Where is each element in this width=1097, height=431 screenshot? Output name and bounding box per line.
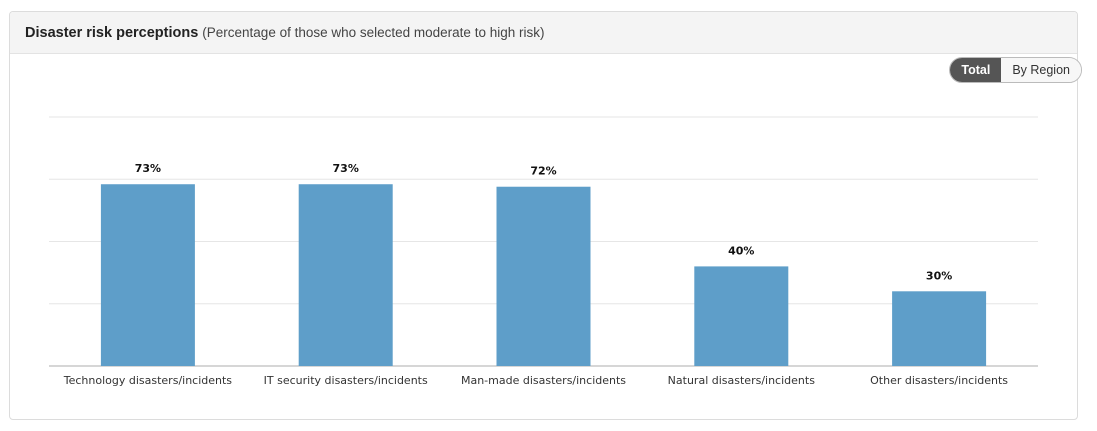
bar: [694, 266, 789, 366]
data-label: 30%: [926, 269, 952, 282]
bar: [496, 186, 591, 366]
by-region-toggle-button[interactable]: By Region: [1001, 58, 1081, 82]
data-label: 40%: [728, 244, 754, 257]
x-tick-label: Other disasters/incidents: [870, 374, 1008, 387]
x-tick-label: IT security disasters/incidents: [264, 374, 428, 387]
bar: [100, 184, 195, 366]
bar: [298, 184, 393, 366]
x-tick-label: Natural disasters/incidents: [668, 374, 816, 387]
total-toggle-button[interactable]: Total: [950, 58, 1002, 82]
chart-title: Disaster risk perceptions: [25, 24, 199, 41]
x-tick-label: Man-made disasters/incidents: [461, 374, 626, 387]
panel-header: Disaster risk perceptions (Percentage of…: [10, 12, 1077, 54]
data-label: 73%: [135, 162, 161, 175]
data-label: 72%: [530, 165, 556, 178]
view-toggle: Total By Region: [949, 57, 1082, 83]
bar: [892, 291, 987, 366]
x-tick-label: Technology disasters/incidents: [63, 374, 233, 387]
chart-subtitle: (Percentage of those who selected modera…: [202, 25, 545, 40]
data-label: 73%: [333, 162, 359, 175]
